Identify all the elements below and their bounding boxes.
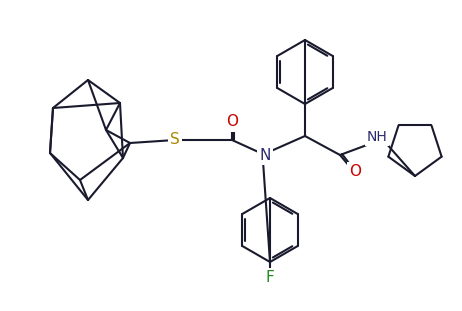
Text: O: O (226, 114, 238, 129)
Text: N: N (259, 147, 271, 163)
Text: O: O (349, 165, 361, 179)
Text: NH: NH (367, 130, 387, 144)
Text: F: F (266, 271, 274, 285)
Text: S: S (170, 132, 180, 147)
